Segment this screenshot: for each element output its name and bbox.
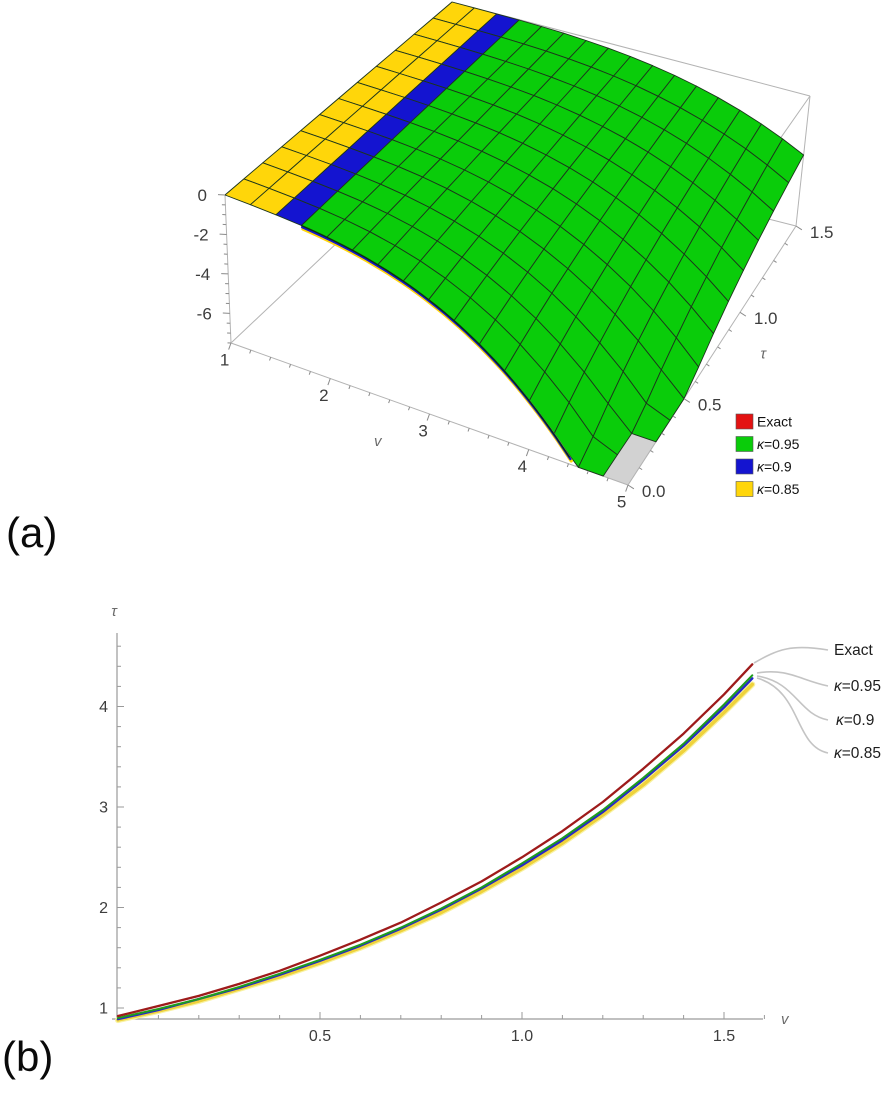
v-tick-label: 4	[518, 457, 527, 476]
v-tick-label: 1	[220, 351, 229, 370]
curve-k09	[116, 677, 754, 1021]
v-tick	[487, 435, 490, 439]
tau-tick-label: 1.0	[754, 309, 778, 328]
tau-tick	[650, 450, 654, 453]
legend-label: κ=0.85	[757, 481, 800, 497]
v-tick	[525, 449, 530, 457]
box-edge	[224, 194, 232, 344]
v-tick	[566, 463, 569, 468]
callout-label: κ=0.85	[834, 745, 881, 762]
v-tick	[228, 342, 232, 350]
panel-a-label: (a)	[6, 509, 58, 556]
v-axis-label: v	[374, 433, 383, 450]
tau-tick-label: 0.0	[642, 482, 666, 501]
tau-tick	[762, 277, 766, 281]
v-tick	[625, 484, 629, 492]
tau-tick-label: 1.5	[810, 223, 834, 242]
v-tick	[546, 456, 550, 461]
x-tick-label: 0.5	[309, 1028, 331, 1045]
tau-tick	[784, 242, 789, 246]
surface-plot-3d: 0 -2 -4 -6 1 2 3 4 5 0.0 0.5 1.0 1.5 v τ Exact κ=0.95 κ=0…	[193, 1, 834, 512]
tau-tick	[717, 346, 721, 350]
z-tick-label: -6	[197, 304, 212, 323]
curve-k095	[117, 674, 754, 1019]
v-tick	[426, 413, 430, 421]
surface-front-edge	[301, 224, 571, 458]
v-tick	[507, 442, 510, 446]
surface-cell	[631, 402, 671, 443]
legend-label: κ=0.9	[757, 459, 792, 475]
y-tick-label: 2	[99, 900, 108, 917]
x-tick-label: 1.5	[713, 1028, 735, 1045]
v-tick-label: 2	[319, 386, 328, 405]
tau-tick	[661, 432, 665, 436]
legend-swatch	[735, 481, 754, 497]
tau-tick	[627, 484, 635, 490]
v-axis-label: v	[781, 1011, 790, 1028]
curve-k085	[116, 682, 755, 1022]
v-tick-label: 3	[418, 422, 427, 441]
v-tick	[407, 406, 411, 411]
legend-label: κ=0.95	[757, 436, 800, 452]
curve-k085-halo	[115, 681, 756, 1024]
z-tick-label: 0	[198, 186, 207, 205]
legend-swatch	[735, 413, 754, 430]
v-tick	[467, 428, 470, 432]
tau-tick	[795, 225, 803, 231]
v-tick-label: 5	[617, 493, 626, 512]
legend-swatch	[735, 436, 754, 452]
v-tick	[269, 357, 272, 361]
v-tick	[368, 392, 371, 397]
tau-tick	[739, 311, 747, 317]
curve-exact	[116, 663, 754, 1018]
v-tick	[348, 385, 351, 390]
tau-tick	[683, 398, 691, 403]
tau-tick	[773, 260, 777, 263]
v-tick	[447, 420, 450, 425]
callout-label: Exact	[834, 642, 873, 659]
callout-leader	[756, 675, 829, 721]
callout-label: κ=0.9	[836, 712, 874, 729]
z-tick-label: -4	[195, 265, 210, 284]
tau-tick	[728, 329, 733, 332]
y-tick-label: 1	[99, 1001, 108, 1018]
callout-label: κ=0.95	[834, 678, 881, 695]
legend-label: Exact	[757, 414, 792, 430]
v-tick	[388, 399, 391, 404]
callout-leader	[756, 677, 829, 754]
tau-tick	[694, 380, 699, 384]
tau-tick	[750, 294, 755, 298]
callout-leader	[753, 646, 829, 664]
y-tick-label: 4	[99, 699, 108, 716]
tau-tick	[672, 415, 677, 419]
tau-axis-label: τ	[760, 345, 767, 362]
callout-leader	[756, 671, 829, 687]
line-plot-2d: 0.5 1.0 1.5 1 2 3 4 v τ Exact κ=0.95 κ=0.9 κ=0.85	[99, 603, 881, 1045]
v-tick	[586, 470, 589, 475]
tau-tick	[706, 363, 710, 367]
v-tick	[327, 378, 331, 386]
y-tick-label: 3	[99, 800, 108, 817]
surface-cell	[577, 436, 618, 477]
z-tick-label: -2	[193, 225, 208, 244]
legend-swatch	[735, 458, 754, 475]
v-tick	[308, 371, 311, 375]
v-tick	[249, 349, 252, 354]
tau-axis-label: τ	[111, 603, 118, 620]
box-edge	[795, 95, 811, 227]
panel-b-label: (b)	[2, 1033, 54, 1080]
x-tick-label: 1.0	[511, 1028, 533, 1045]
v-tick	[288, 364, 292, 368]
v-tick	[606, 477, 609, 482]
legend: Exact κ=0.95 κ=0.9 κ=0.85	[735, 413, 800, 497]
tau-tick-label: 0.5	[698, 395, 722, 414]
tau-tick	[638, 467, 643, 471]
